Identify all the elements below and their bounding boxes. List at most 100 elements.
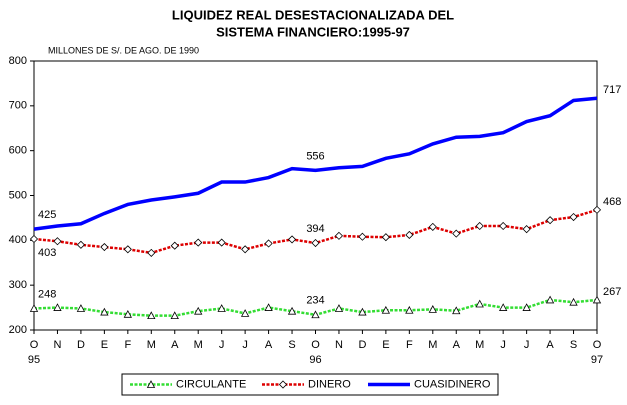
x-tick-label: J — [500, 339, 506, 351]
point-marker — [147, 311, 156, 320]
point-marker — [498, 303, 508, 311]
data-label: 717 — [603, 84, 621, 96]
point-marker — [311, 310, 320, 319]
x-tick-label: M — [428, 339, 437, 351]
data-label: 403 — [38, 247, 56, 259]
data-label: 425 — [38, 209, 56, 221]
x-year-label: 95 — [28, 354, 40, 366]
x-tick-label: F — [124, 339, 131, 351]
x-tick-label: D — [358, 339, 366, 351]
point-marker — [358, 232, 367, 241]
point-marker — [428, 305, 437, 313]
series-line — [33, 96, 598, 231]
legend-marker — [146, 380, 156, 388]
point-marker — [240, 309, 250, 317]
point-marker — [381, 305, 391, 314]
x-tick-label: A — [453, 339, 461, 351]
point-marker — [76, 304, 86, 312]
chart-title: SISTEMA FINANCIERO:1995-97 — [216, 24, 410, 39]
point-marker — [452, 229, 461, 238]
point-marker — [592, 205, 602, 214]
plot-frame — [33, 60, 598, 331]
point-marker — [287, 235, 297, 244]
y-tick-label: 200 — [9, 324, 27, 336]
x-tick-label: E — [382, 339, 389, 351]
y-tick-label: 300 — [9, 279, 27, 291]
x-tick-label: M — [147, 339, 156, 351]
x-tick-label: S — [570, 339, 577, 351]
point-marker — [100, 307, 109, 316]
point-marker — [428, 222, 437, 231]
x-tick-label: E — [101, 339, 108, 351]
x-tick-label: M — [194, 339, 203, 351]
x-tick-label: J — [219, 339, 225, 351]
x-year-label: 97 — [591, 354, 603, 366]
point-marker — [53, 303, 62, 311]
point-marker — [194, 306, 203, 315]
point-marker — [546, 216, 555, 225]
legend-marker — [278, 380, 288, 389]
x-tick-label: M — [475, 339, 484, 351]
y-tick-label: 400 — [9, 234, 27, 246]
point-marker — [217, 238, 226, 247]
data-label: 267 — [603, 286, 621, 298]
x-tick-label: A — [265, 339, 273, 351]
x-tick-label: O — [30, 339, 39, 351]
legend-label: CUASIDINERO — [414, 378, 491, 390]
point-marker — [100, 242, 109, 252]
x-tick-label: A — [171, 339, 179, 351]
x-tick-label: N — [335, 339, 343, 351]
x-year-label: 96 — [309, 354, 321, 366]
data-label: 248 — [38, 288, 56, 300]
point-marker — [545, 295, 555, 304]
point-marker — [170, 311, 179, 320]
x-tick-label: N — [53, 339, 61, 351]
data-label: 234 — [306, 295, 324, 307]
point-marker — [264, 303, 273, 311]
point-marker — [499, 221, 508, 231]
x-tick-label: D — [77, 339, 85, 351]
legend-box — [121, 373, 499, 396]
x-tick-label: O — [311, 339, 320, 351]
x-tick-label: A — [546, 339, 554, 351]
x-tick-label: J — [242, 339, 248, 351]
point-marker — [334, 231, 344, 240]
x-tick-label: O — [593, 339, 602, 351]
point-marker — [123, 309, 133, 318]
data-label: 468 — [603, 196, 621, 208]
point-marker — [405, 305, 414, 314]
point-marker — [123, 245, 132, 254]
point-marker — [475, 221, 484, 231]
point-marker — [569, 297, 578, 306]
point-marker — [358, 307, 367, 316]
point-marker — [405, 230, 414, 240]
chart-title: LIQUIDEZ REAL DESESTACIONALIZADA DEL — [172, 7, 454, 22]
point-marker — [334, 304, 344, 312]
x-tick-label: F — [406, 339, 413, 351]
y-tick-label: 500 — [9, 189, 27, 201]
y-tick-label: 800 — [9, 55, 27, 67]
y-tick-label: 600 — [9, 145, 27, 157]
data-label: 556 — [306, 150, 324, 162]
point-marker — [170, 241, 179, 250]
point-marker — [29, 304, 39, 312]
x-tick-label: S — [288, 339, 295, 351]
point-marker — [241, 245, 250, 254]
point-marker — [264, 239, 273, 248]
x-tick-label: J — [524, 339, 530, 351]
point-marker — [452, 306, 461, 315]
point-marker — [381, 233, 390, 242]
point-marker — [311, 238, 320, 248]
point-marker — [522, 225, 531, 234]
point-marker — [522, 303, 531, 311]
point-marker — [475, 299, 484, 308]
legend-label: DINERO — [308, 378, 351, 390]
point-marker — [217, 304, 226, 312]
point-marker — [76, 240, 85, 249]
data-label: 394 — [306, 223, 324, 235]
point-marker — [592, 295, 602, 304]
point-marker — [194, 238, 203, 247]
legend-label: CIRCULANTE — [176, 378, 246, 390]
